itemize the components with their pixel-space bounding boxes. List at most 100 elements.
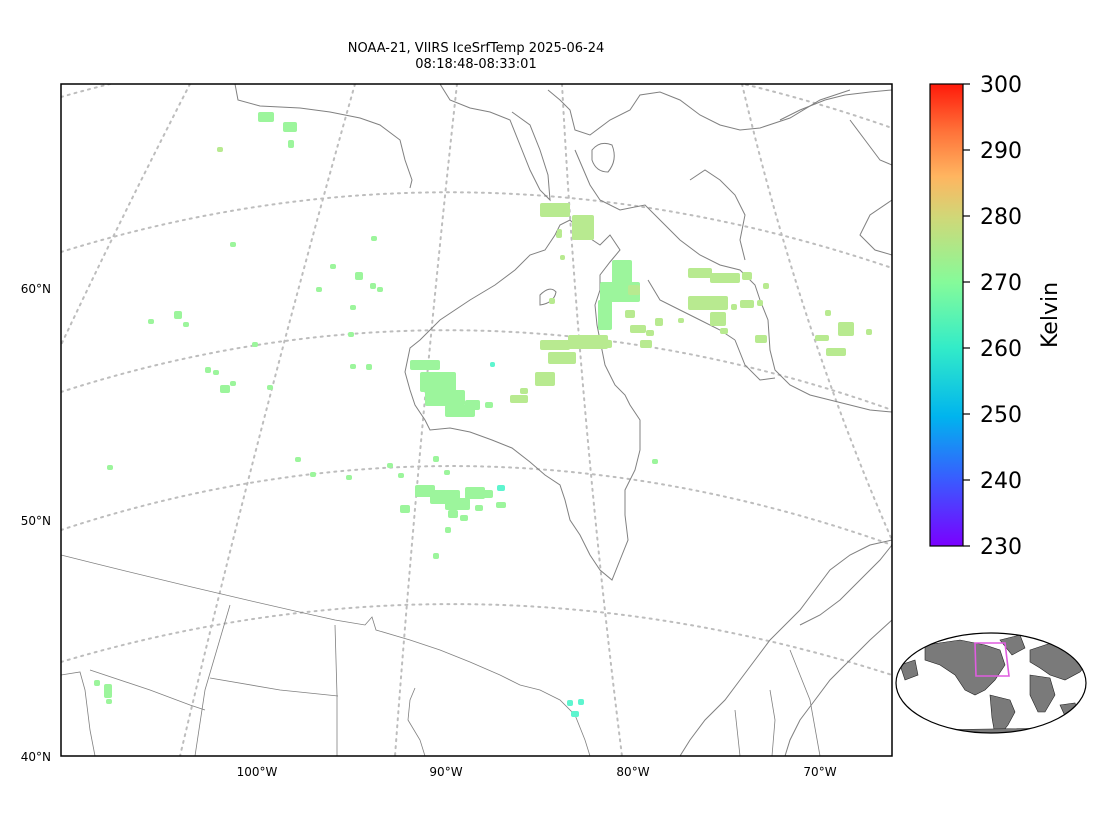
temperature-pixel	[445, 527, 451, 533]
colorbar-tick-label: 230	[980, 535, 1022, 560]
colorbar-gradient	[929, 83, 964, 547]
inset-globe	[895, 632, 1087, 734]
temperature-pixel	[465, 487, 485, 499]
colorbar-tick-label: 280	[980, 205, 1022, 230]
temperature-pixel	[398, 473, 404, 478]
temperature-pixel	[288, 140, 294, 148]
temperature-pixel	[688, 268, 712, 278]
temperature-pixel	[510, 395, 528, 403]
map-panel	[60, 83, 893, 757]
colorbar-label: Kelvin	[1038, 282, 1063, 348]
temperature-pixel	[567, 700, 573, 706]
temperature-pixel	[710, 273, 740, 283]
lon-label-90w: 90°W	[429, 765, 462, 779]
temperature-pixel	[370, 283, 376, 289]
temperature-pixel	[571, 711, 579, 717]
colorbar-tick-label: 300	[980, 73, 1022, 98]
temperature-pixel	[348, 332, 354, 337]
temperature-pixel	[220, 385, 230, 393]
colorbar-tick-label: 290	[980, 139, 1022, 164]
colorbar-tick-label: 240	[980, 469, 1022, 494]
temperature-pixel	[490, 362, 495, 367]
temperature-pixel	[444, 470, 450, 475]
inset-africa	[1029, 674, 1056, 713]
temperature-pixel	[400, 505, 410, 513]
temperature-pixel	[520, 388, 528, 394]
temperature-pixel	[497, 485, 505, 491]
temperature-pixel	[350, 364, 356, 369]
lon-label-70w: 70°W	[803, 765, 836, 779]
temperature-pixel	[433, 553, 439, 559]
temperature-pixel	[678, 318, 684, 323]
temperature-pixel	[540, 203, 570, 217]
temperature-pixel	[625, 310, 635, 318]
temperature-pixel	[710, 312, 726, 326]
temperature-pixel	[549, 298, 555, 304]
temperature-pixel	[258, 112, 274, 122]
colorbar-tick-label: 260	[980, 337, 1022, 362]
temperature-pixel	[425, 390, 465, 406]
temperature-pixel	[230, 381, 236, 386]
temperature-pixel	[688, 296, 728, 310]
temperature-pixel	[535, 372, 555, 386]
temperature-pixel	[568, 335, 608, 349]
temperature-pixel	[572, 215, 594, 240]
temperature-pixel	[267, 385, 273, 390]
temperature-pixel	[740, 300, 754, 308]
temperature-pixel	[815, 335, 829, 341]
temperature-pixel	[387, 463, 393, 468]
temperature-pixel	[598, 300, 612, 330]
inset-north-america	[924, 639, 1006, 696]
temperature-pixel	[460, 515, 468, 521]
lat-label-60: 60°N	[21, 282, 51, 296]
temperature-pixel	[330, 264, 336, 269]
temperature-pixel	[560, 255, 565, 260]
ice-surface-temperature-pixels	[94, 112, 872, 717]
temperature-pixel	[183, 322, 189, 327]
inset-west-landmass	[899, 659, 919, 681]
temperature-pixel	[377, 287, 383, 292]
lat-label-50: 50°N	[21, 514, 51, 528]
temperature-pixel	[217, 147, 223, 152]
temperature-pixel	[838, 322, 854, 336]
temperature-pixel	[346, 475, 352, 480]
temperature-pixel	[371, 236, 377, 241]
temperature-pixel	[742, 272, 752, 280]
temperature-pixel	[628, 285, 640, 295]
temperature-pixel	[410, 360, 440, 370]
temperature-pixel	[295, 457, 301, 462]
lat-label-40: 40°N	[21, 750, 51, 764]
temperature-pixel	[496, 502, 506, 508]
temperature-pixel	[540, 340, 570, 350]
temperature-pixel	[548, 352, 576, 364]
temperature-pixel	[655, 318, 663, 326]
temperature-pixel	[483, 490, 493, 498]
temperature-pixel	[720, 328, 728, 334]
colorbar: 300 290 280 270 260 250 240 230 Kelvin	[929, 73, 1063, 560]
graticule	[61, 84, 892, 756]
temperature-pixel	[230, 242, 236, 247]
temperature-pixel	[310, 472, 316, 477]
temperature-pixel	[825, 310, 831, 316]
temperature-pixel	[731, 304, 737, 310]
temperature-pixel	[652, 459, 658, 464]
temperature-pixel	[205, 367, 211, 373]
temperature-pixel	[148, 319, 154, 324]
temperature-pixel	[763, 283, 769, 289]
inset-greenland	[999, 634, 1026, 656]
inset-antarctica	[919, 727, 1061, 733]
temperature-pixel	[578, 699, 584, 705]
temperature-pixel	[448, 510, 458, 518]
inset-region-box	[974, 642, 1010, 677]
temperature-pixel	[283, 122, 297, 132]
temperature-pixel	[366, 364, 372, 370]
temperature-pixel	[826, 348, 846, 356]
temperature-pixel	[757, 300, 763, 306]
temperature-pixel	[445, 498, 470, 510]
temperature-pixel	[213, 370, 219, 375]
lon-label-100w: 100°W	[237, 765, 278, 779]
temperature-pixel	[600, 340, 612, 348]
temperature-pixel	[94, 680, 100, 686]
inset-outline	[895, 632, 1087, 734]
